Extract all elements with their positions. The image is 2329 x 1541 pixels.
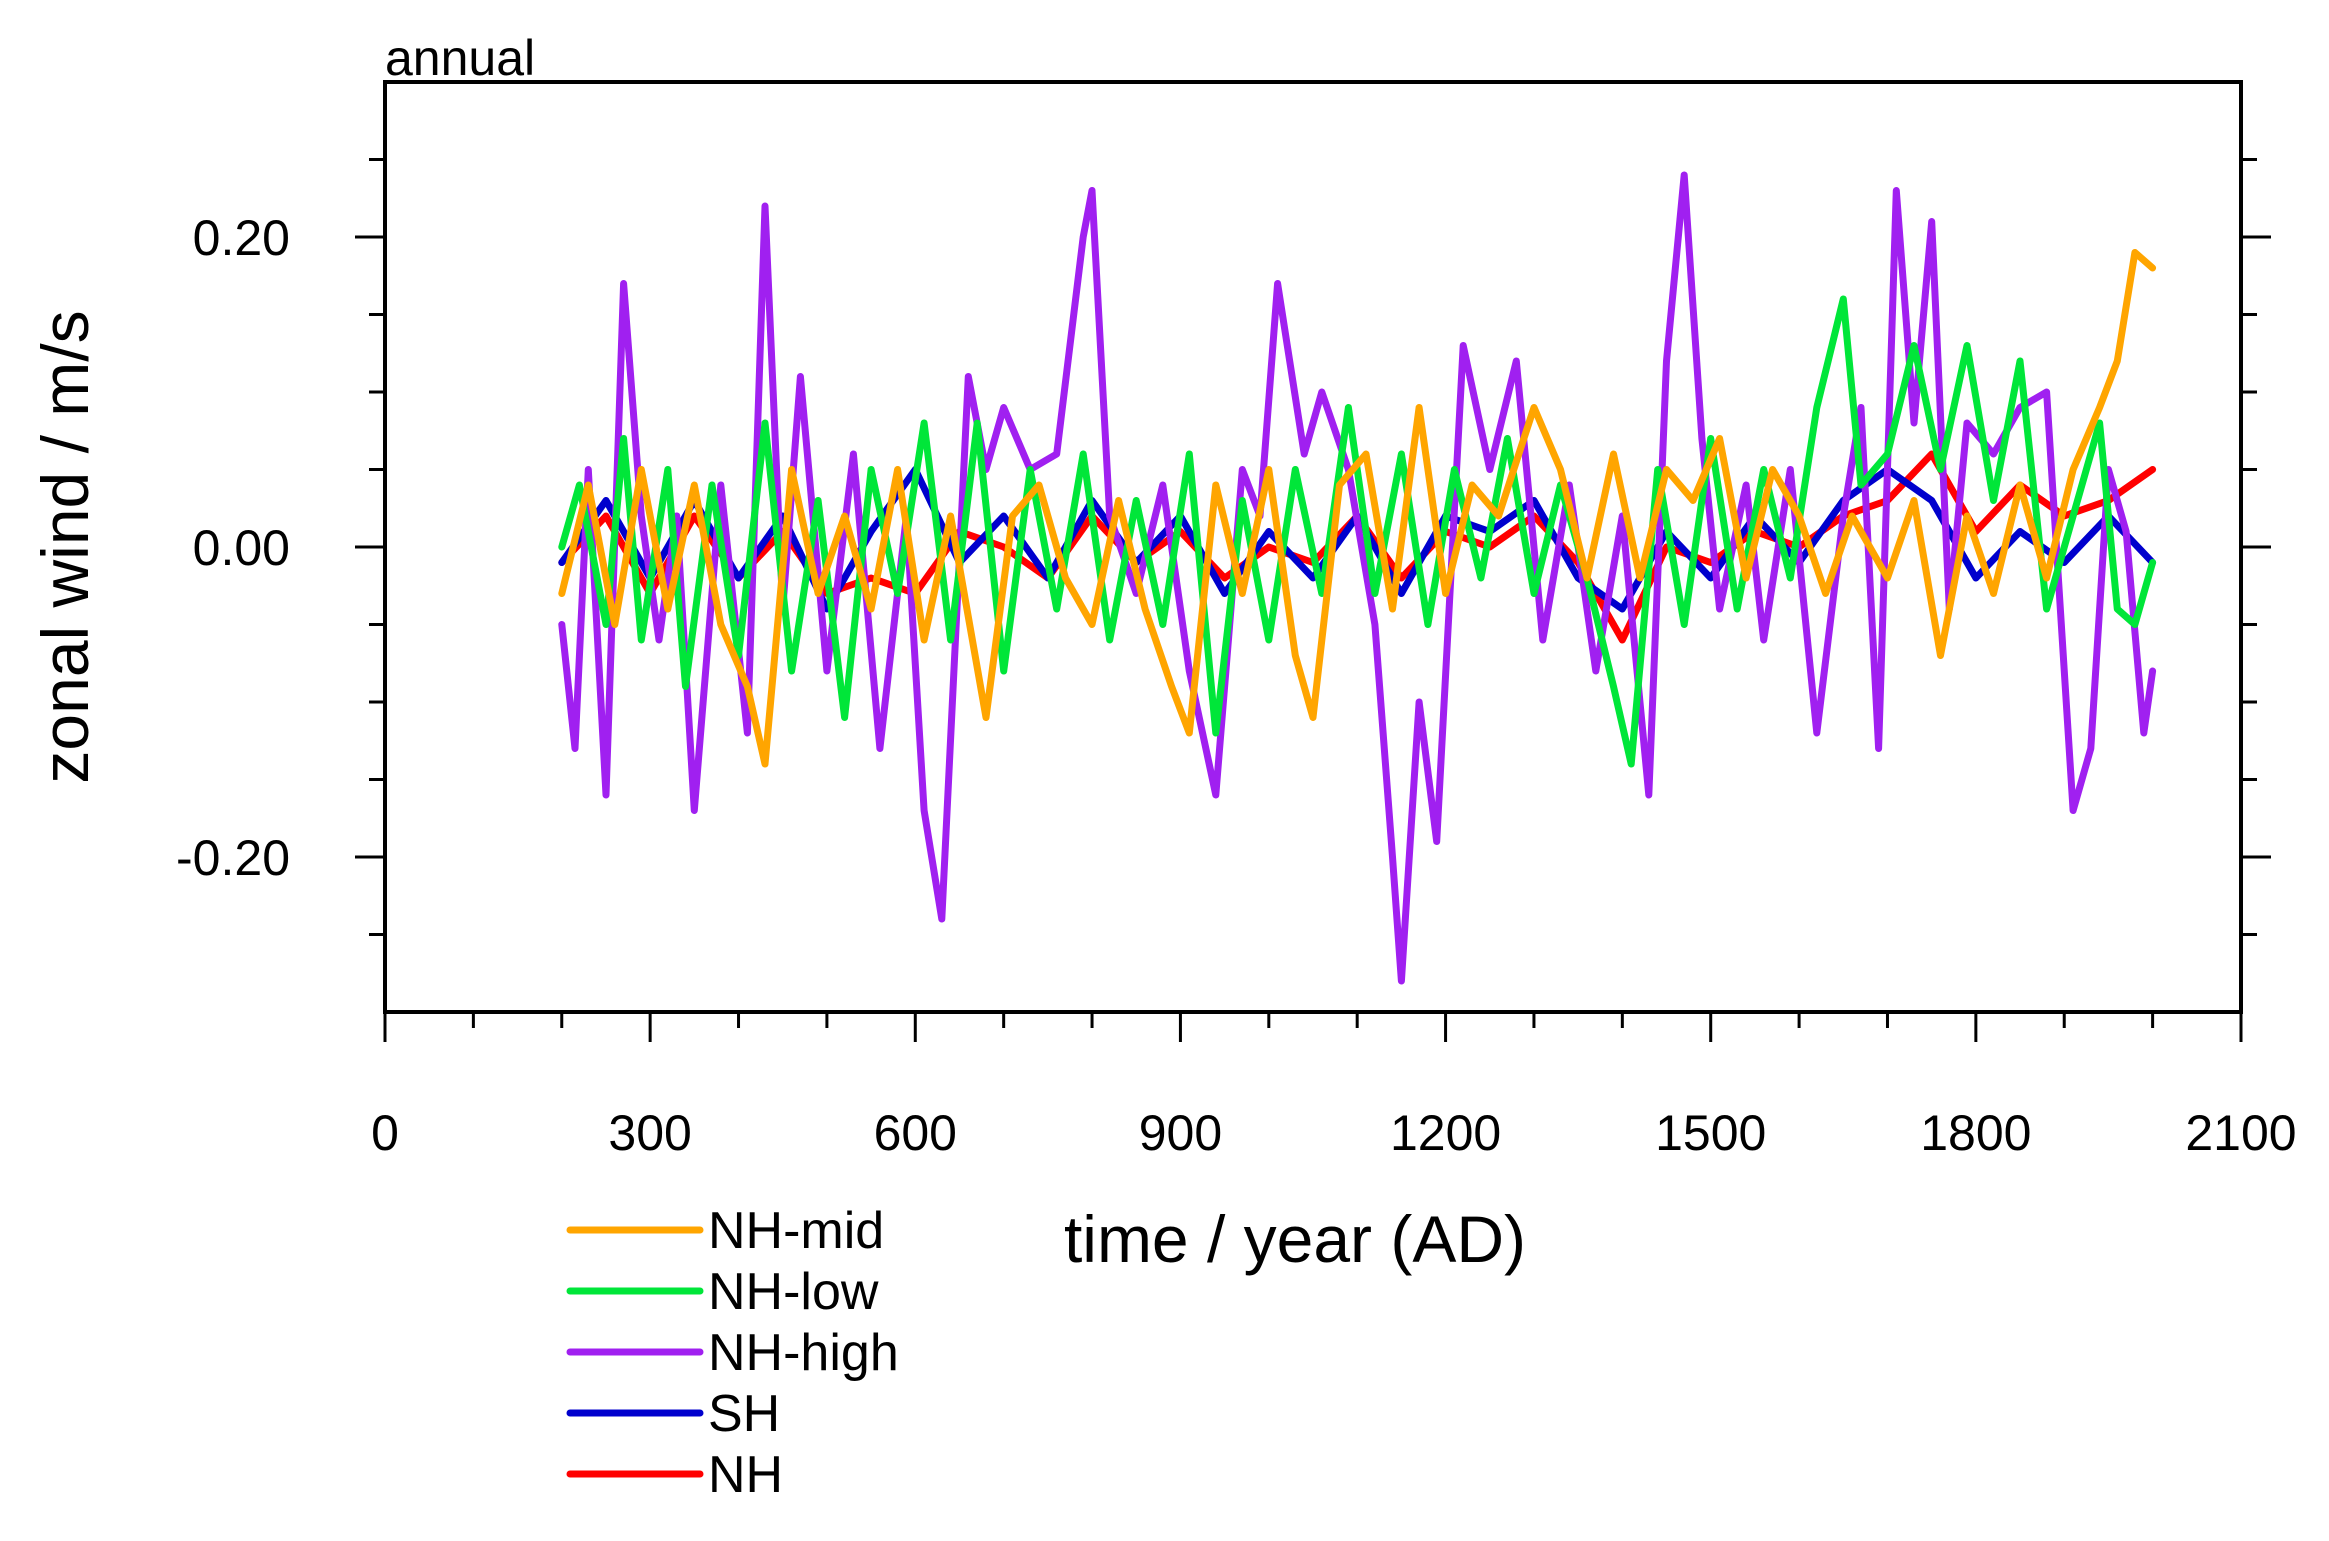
series-layer (558, 171, 2157, 985)
y-tick-labels: -0.20 0.00 0.20 (176, 210, 290, 886)
panel-label: annual (385, 30, 535, 86)
y-axis-title: zonal wind / m/s (28, 310, 102, 783)
x-tick-label: 900 (1139, 1105, 1222, 1161)
legend-label: NH-low (708, 1263, 879, 1321)
x-tick-label: 600 (874, 1105, 957, 1161)
legend-label: NH-high (708, 1324, 899, 1382)
legend-label: NH-mid (708, 1202, 884, 1260)
x-tick-label: 1500 (1655, 1105, 1766, 1161)
x-tick-labels: 0 300 600 900 1200 1500 1800 2100 (371, 1105, 2297, 1161)
legend-label: SH (708, 1385, 780, 1443)
axis-ticks (355, 158, 2271, 1042)
y-tick-label: 0.20 (193, 210, 290, 266)
x-tick-label: 1800 (1920, 1105, 2031, 1161)
series-line-nh-mid (558, 249, 2157, 768)
x-tick-label: 2100 (2185, 1105, 2296, 1161)
x-tick-label: 0 (371, 1105, 399, 1161)
x-tick-label: 300 (608, 1105, 691, 1161)
series-line-nh-high (558, 171, 2157, 985)
x-axis-title: time / year (AD) (1064, 1202, 1526, 1276)
y-tick-label: 0.00 (193, 520, 290, 576)
y-tick-label: -0.20 (176, 830, 290, 886)
x-tick-label: 1200 (1390, 1105, 1501, 1161)
legend-label: NH (708, 1446, 783, 1504)
series-line-nh-low (558, 295, 2157, 768)
